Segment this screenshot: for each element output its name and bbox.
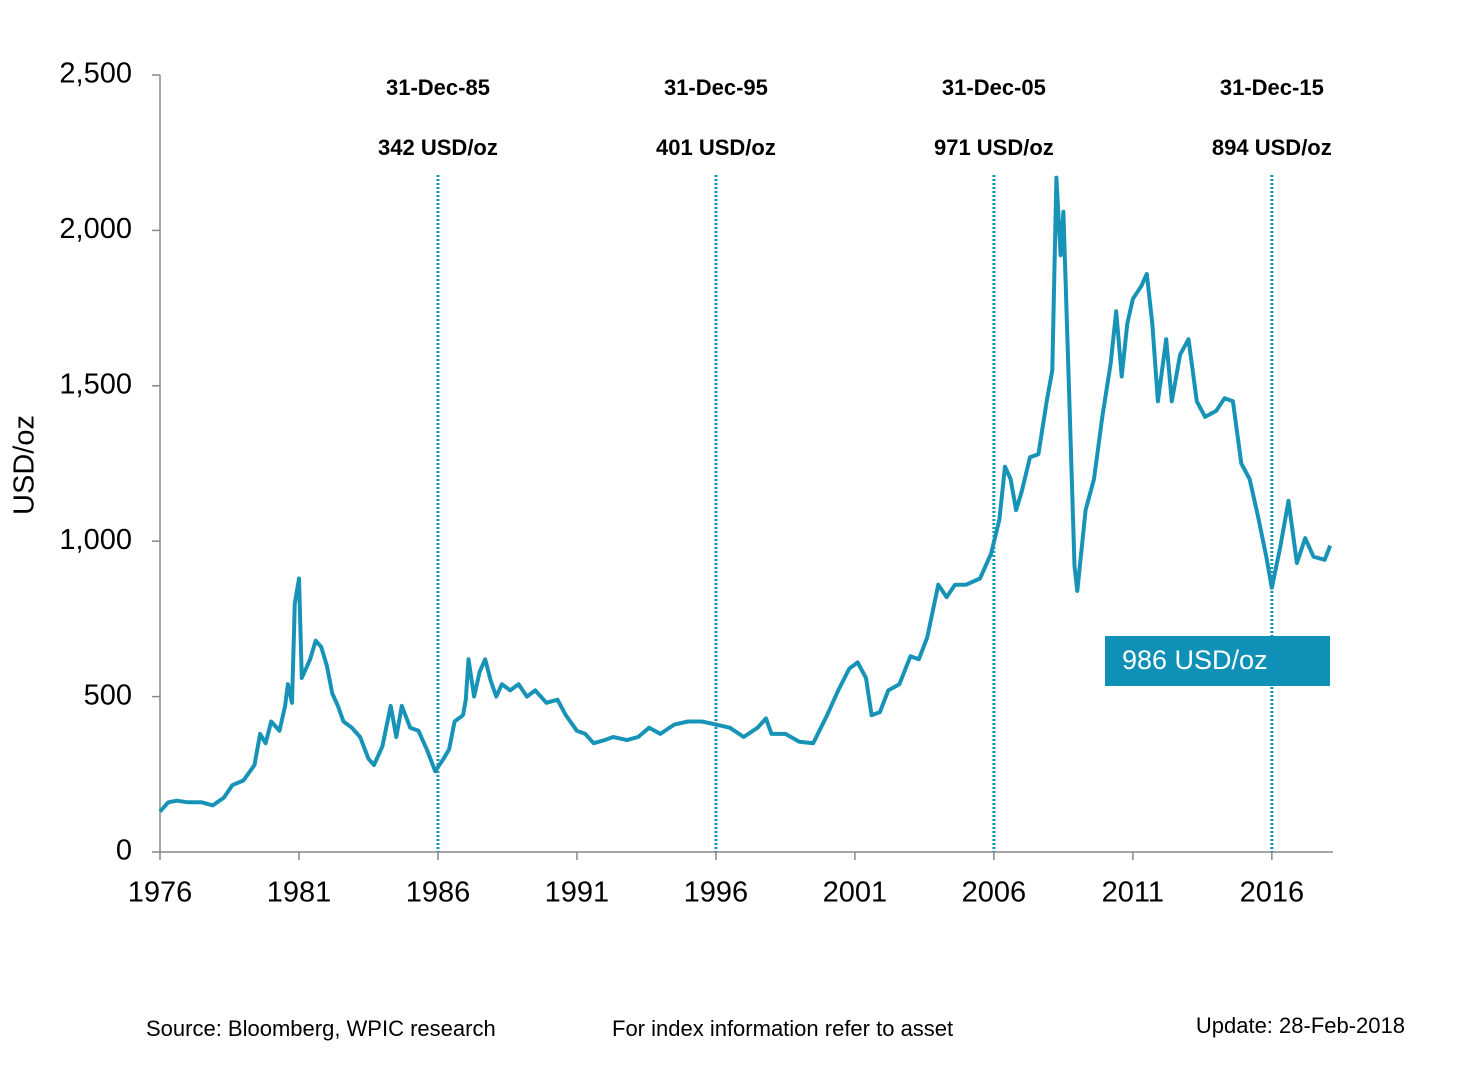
- price-line: [158, 175, 1333, 813]
- x-tick-label: 2006: [962, 877, 1027, 909]
- current-value-label: 986 USD/oz: [1122, 645, 1268, 675]
- y-tick-label: 500: [84, 679, 132, 711]
- current-value-box: [1105, 636, 1330, 686]
- x-tick-label: 1991: [545, 877, 610, 909]
- y-tick-label: 2,000: [59, 213, 132, 245]
- x-tick-label: 1981: [267, 877, 332, 909]
- x-tick-label: 2011: [1102, 877, 1164, 909]
- annotation-value: 342 USD/oz: [378, 135, 498, 160]
- y-tick-label: 2,500: [59, 58, 132, 90]
- annotation-value: 894 USD/oz: [1212, 135, 1332, 160]
- footer-note: For index information refer to asset: [612, 1016, 953, 1041]
- footer-source: Source: Bloomberg, WPIC research: [146, 1016, 496, 1041]
- x-tick-label: 1986: [406, 877, 471, 909]
- x-tick-label: 2001: [823, 877, 888, 909]
- x-tick-label: 1976: [128, 877, 193, 909]
- annotation-date: 31-Dec-05: [942, 75, 1046, 100]
- annotation-value: 971 USD/oz: [934, 135, 1054, 160]
- x-tick-label: 1996: [684, 877, 749, 909]
- y-tick-label: 1,000: [59, 524, 132, 556]
- annotation-date: 31-Dec-95: [664, 75, 768, 100]
- annotation-date: 31-Dec-85: [386, 75, 490, 100]
- y-tick-label: 1,500: [59, 368, 132, 400]
- x-tick-label: 2016: [1240, 877, 1305, 909]
- y-axis-label: USD/oz: [9, 415, 41, 515]
- footer-update: Update: 28-Feb-2018: [1196, 1013, 1405, 1038]
- y-tick-label: 0: [116, 835, 132, 867]
- annotation-date: 31-Dec-15: [1220, 75, 1324, 100]
- annotation-value: 401 USD/oz: [656, 135, 776, 160]
